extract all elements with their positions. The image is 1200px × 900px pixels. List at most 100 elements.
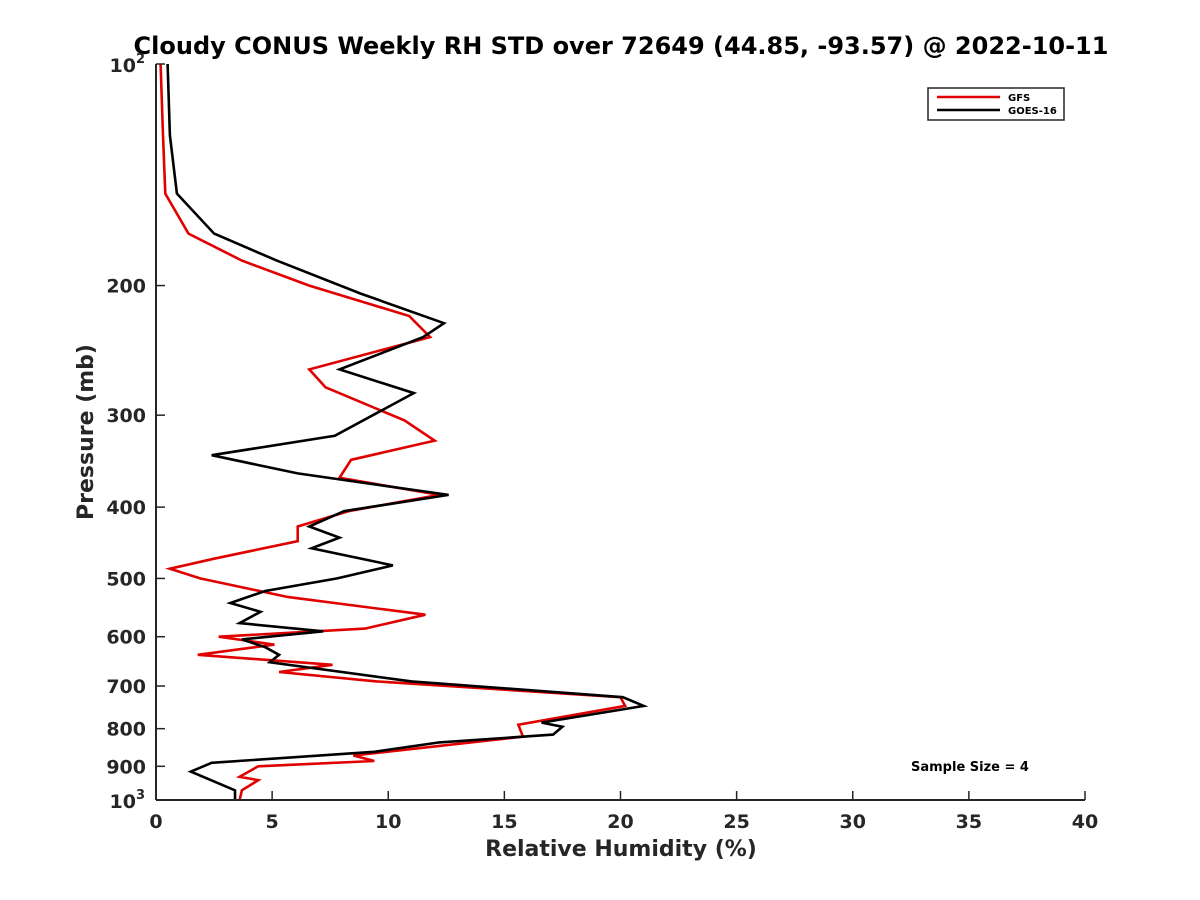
data-point-gfs-34 [352, 754, 354, 756]
data-point-gfs-11 [434, 440, 436, 442]
data-point-gfs-18 [213, 558, 215, 560]
data-point-gfs-16 [297, 525, 299, 527]
data-point-goes-16-22 [259, 611, 261, 613]
y-tick-label: 400 [106, 497, 146, 519]
y-tick-label: 500 [106, 568, 146, 590]
y-tick-label: 600 [106, 627, 146, 649]
data-point-goes-16-0 [166, 63, 168, 65]
data-point-gfs-22 [424, 614, 426, 616]
data-point-goes-16-25 [241, 638, 243, 640]
data-point-goes-16-14 [343, 510, 345, 512]
data-point-goes-16-20 [264, 590, 266, 592]
data-point-goes-16-16 [338, 536, 340, 538]
legend-label-goes-16: GOES-16 [1008, 106, 1057, 117]
data-point-gfs-8 [308, 368, 310, 370]
data-point-gfs-20 [199, 577, 201, 579]
data-point-goes-16-27 [278, 654, 280, 656]
data-point-gfs-5 [308, 284, 310, 286]
x-tick-label: 30 [840, 811, 866, 833]
data-point-gfs-7 [429, 336, 431, 338]
data-point-goes-16-29 [410, 680, 412, 682]
data-point-goes-16-35 [438, 741, 440, 743]
x-tick-label: 20 [607, 811, 633, 833]
data-point-gfs-26 [197, 654, 199, 656]
legend-box [927, 87, 1065, 121]
data-point-gfs-1 [162, 134, 164, 136]
data-point-goes-16-12 [297, 472, 299, 474]
data-point-gfs-6 [408, 315, 410, 317]
series-layer [159, 63, 649, 801]
y-tick-label: 300 [106, 405, 146, 427]
sample-size-annotation: Sample Size = 4 [911, 760, 1029, 775]
data-point-goes-16-21 [229, 602, 231, 604]
data-point-goes-16-31 [643, 705, 645, 707]
data-point-goes-16-32 [540, 721, 542, 723]
data-point-goes-16-23 [238, 622, 240, 624]
data-point-goes-16-3 [213, 232, 215, 234]
x-tick-label: 0 [149, 811, 162, 833]
y-tick-label: 800 [106, 719, 146, 741]
x-tick-label: 35 [956, 811, 982, 833]
y-tick-label: 700 [106, 676, 146, 698]
data-point-goes-16-4 [276, 259, 278, 261]
data-point-gfs-9 [324, 386, 326, 388]
data-point-goes-16-30 [622, 696, 624, 698]
legend: GFS GOES-16 [927, 87, 1065, 121]
data-point-gfs-28 [278, 671, 280, 673]
data-point-goes-16-18 [392, 564, 394, 566]
legend-label-gfs: GFS [1008, 93, 1030, 104]
data-point-goes-16-24 [322, 630, 324, 632]
y-tick-label: 10 [110, 55, 136, 77]
y-tick-exponent: 3 [136, 788, 145, 803]
data-point-gfs-38 [257, 779, 259, 781]
data-point-goes-16-1 [169, 134, 171, 136]
data-point-goes-16-2 [176, 192, 178, 194]
data-point-gfs-17 [297, 540, 299, 542]
data-point-goes-16-19 [336, 577, 338, 579]
x-tick-label: 25 [723, 811, 749, 833]
x-tick-label: 15 [491, 811, 517, 833]
data-point-goes-16-17 [310, 547, 312, 549]
data-point-gfs-21 [287, 596, 289, 598]
data-point-goes-16-7 [422, 336, 424, 338]
x-tick-label: 5 [266, 811, 279, 833]
data-point-gfs-4 [241, 259, 243, 261]
data-point-gfs-37 [238, 776, 240, 778]
y-tick-label: 900 [106, 756, 146, 778]
y-tick-label: 10 [110, 791, 136, 813]
data-point-gfs-39 [241, 789, 243, 791]
data-point-gfs-12 [350, 459, 352, 461]
series-line-gfs [159, 63, 628, 801]
data-point-gfs-36 [257, 765, 259, 767]
data-point-goes-16-33 [561, 726, 563, 728]
data-point-goes-16-9 [413, 392, 415, 394]
data-point-gfs-23 [364, 627, 366, 629]
data-point-gfs-27 [331, 664, 333, 666]
data-point-goes-16-37 [211, 762, 213, 764]
data-point-gfs-24 [218, 636, 220, 638]
data-point-goes-16-26 [264, 646, 266, 648]
data-point-gfs-2 [164, 192, 166, 194]
data-point-goes-16-11 [211, 454, 213, 456]
axes [155, 64, 1085, 801]
x-axis-label: Relative Humidity (%) [485, 837, 757, 862]
y-tick-exponent: 2 [136, 52, 145, 67]
data-point-gfs-32 [517, 724, 519, 726]
chart-title: Cloudy CONUS Weekly RH STD over 72649 (4… [134, 32, 1109, 60]
x-tick-label: 40 [1072, 811, 1098, 833]
data-point-gfs-25 [273, 643, 275, 645]
data-point-gfs-29 [375, 680, 377, 682]
data-point-goes-16-28 [269, 661, 271, 663]
series-line-goes-16 [166, 63, 649, 800]
data-point-goes-16-15 [308, 525, 310, 527]
data-point-goes-16-34 [552, 733, 554, 735]
data-point-goes-16-8 [338, 368, 340, 370]
data-point-goes-16-13 [447, 494, 449, 496]
y-tick-label: 200 [106, 276, 146, 298]
data-point-gfs-10 [403, 419, 405, 421]
y-axis-label: Pressure (mb) [74, 344, 99, 520]
data-point-goes-16-6 [443, 322, 445, 324]
x-ticks: 0 5 10 15 20 25 30 35 40 [149, 791, 1098, 833]
